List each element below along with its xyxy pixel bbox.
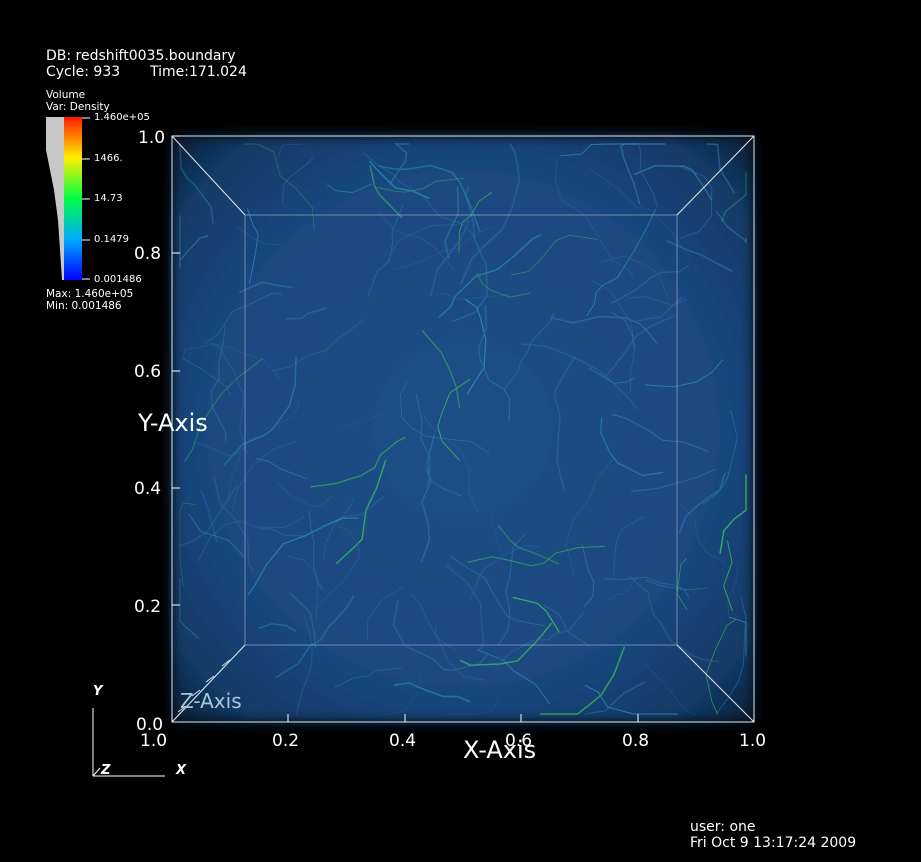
triad-x-label: X — [176, 763, 186, 778]
x-tick-label: 0.8 — [622, 732, 649, 750]
opacity-ramp-icon — [46, 117, 64, 280]
color-legend-bar — [46, 117, 90, 280]
density-volume — [172, 136, 754, 722]
x-tick-label: 1.0 — [140, 732, 167, 750]
triad-z-label: Z — [101, 763, 110, 778]
y-tick-label: 0.2 — [134, 598, 161, 616]
triad-y-label: Y — [93, 684, 102, 699]
color-gradient — [64, 117, 82, 280]
z-axis-title: Z-Axis — [180, 688, 242, 714]
x-tick-label: 0.4 — [389, 732, 416, 750]
x-tick-label: 1.0 — [739, 732, 766, 750]
y-axis-title: Y-Axis — [138, 410, 208, 436]
y-tick-label: 0.4 — [134, 480, 161, 498]
x-tick-label: 0.2 — [272, 732, 299, 750]
y-tick-label: 0.8 — [134, 245, 161, 263]
y-tick-label: 1.0 — [138, 129, 165, 147]
y-tick-label: 0.6 — [134, 363, 161, 381]
x-axis-title: X-Axis — [463, 737, 536, 763]
user-label: user: one — [690, 819, 756, 835]
timestamp-label: Fri Oct 9 13:17:24 2009 — [690, 835, 856, 851]
